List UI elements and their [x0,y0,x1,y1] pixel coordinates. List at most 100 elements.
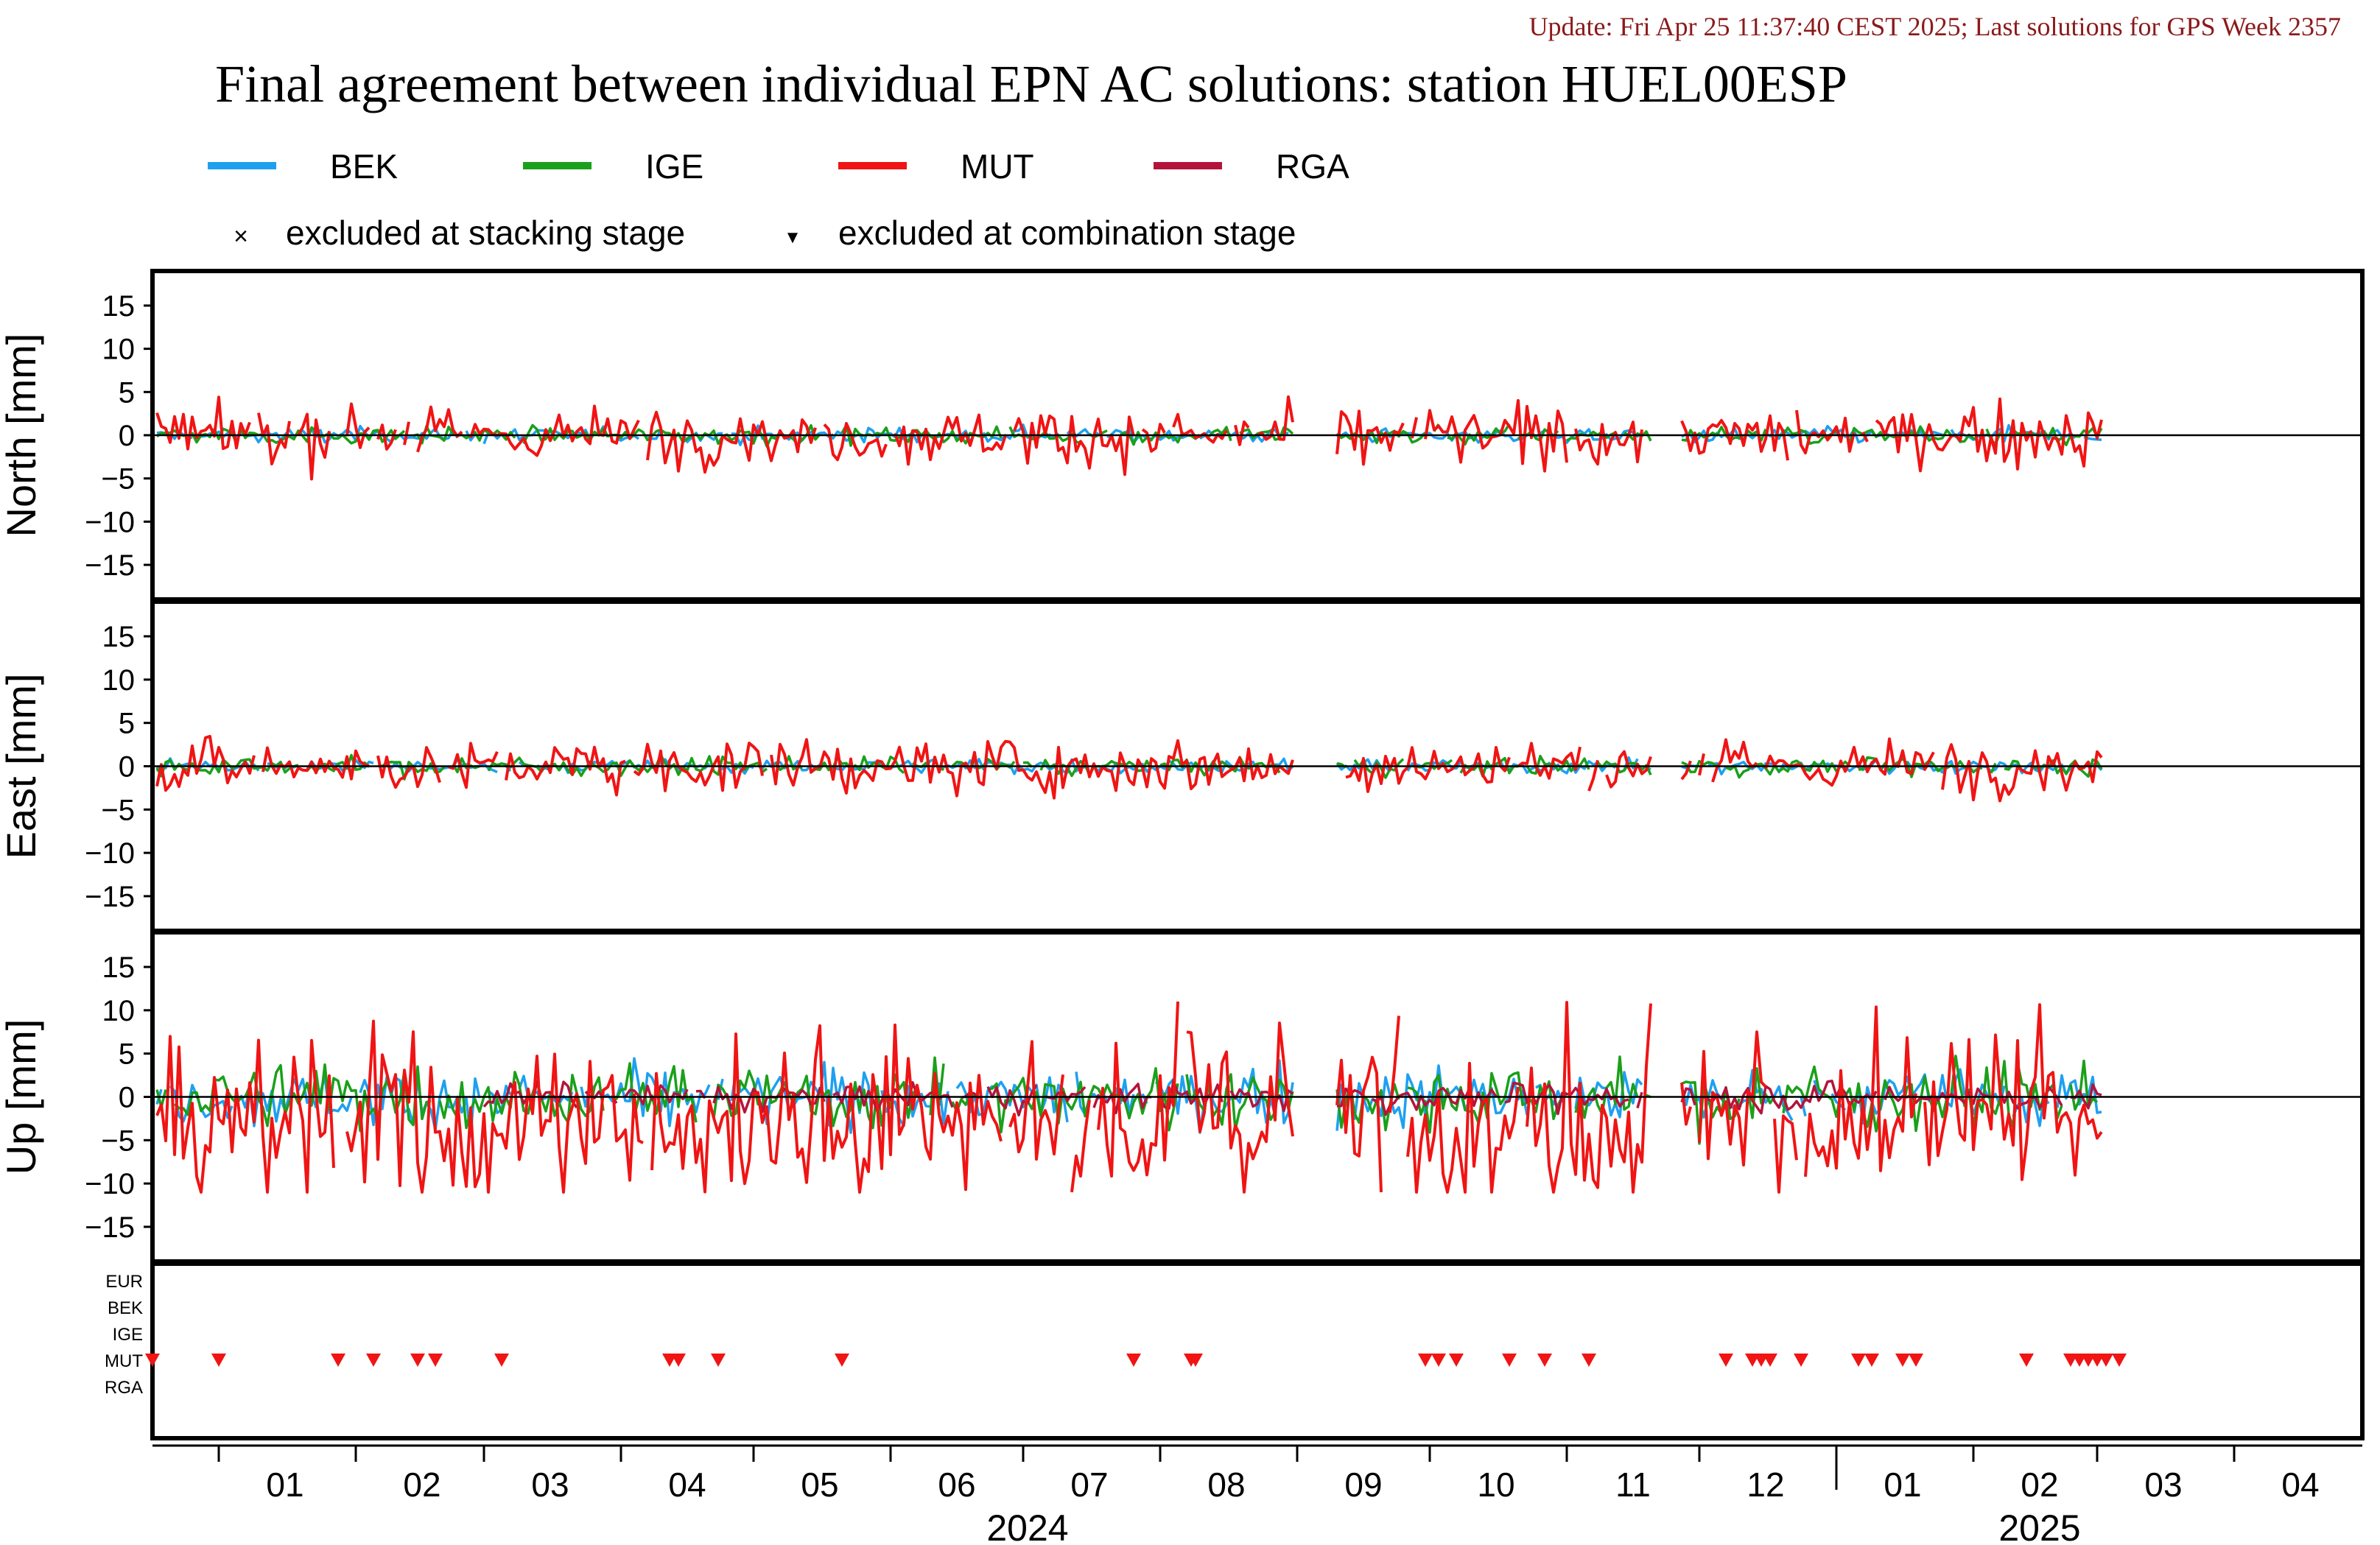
ytick-label-east: 10 [102,664,136,697]
excluded-marker [1449,1354,1464,1367]
excluded-marker [1864,1354,1879,1367]
ytick-label-up: −10 [85,1168,135,1200]
ytick-label-east: −5 [101,794,135,826]
excluded-marker [1431,1354,1446,1367]
ac-label-rga: RGA [105,1378,143,1398]
ac-label-mut: MUT [105,1351,143,1371]
month-label: 05 [801,1465,838,1504]
month-label: 07 [1070,1465,1108,1504]
x-axis: 01 02 03 04 05 06 07 08 09 10 11 12 01 02 03 04 2024 2025 [152,1444,2362,1545]
ylabel-north: North [mm] [0,334,44,538]
ytick-label-north: −5 [101,463,135,496]
panel-exclusions: EUR BEK IGE MUT RGA [105,1261,2365,1440]
plot-panels: −15 −10 −5 0 5 10 15 North [mm] −15 −10 −5 0 5 10 15 Ea… [0,269,2365,1440]
ytick-label-north: 5 [119,376,135,409]
excluded-marker [428,1354,443,1367]
legend-label-rga: RGA [1276,147,1349,186]
month-label: 09 [1344,1465,1382,1504]
legend-label-ige: IGE [645,147,703,186]
month-label: 02 [2021,1465,2058,1504]
ytick-label-up: 0 [119,1082,135,1114]
ytick-label-north: 10 [102,334,136,366]
excluded-marker [331,1354,345,1367]
ytick-label-north: 15 [102,290,136,323]
excluded-marker [211,1354,226,1367]
update-text: Update: Fri Apr 25 11:37:40 CEST 2025; L… [1529,12,2341,41]
combination-marker-icon: ▼ [784,228,801,247]
excluded-marker [1851,1354,1866,1367]
month-label: 12 [1747,1465,1784,1504]
excluded-marker [145,1354,160,1367]
excluded-marker [835,1354,849,1367]
excluded-marker [2099,1354,2113,1367]
year-label: 2024 [986,1507,1068,1545]
excluded-marker [2019,1354,2034,1367]
frame-exclusions [150,1261,2365,1440]
legend-label-mut: MUT [961,147,1034,186]
ytick-label-up: −5 [101,1125,135,1157]
excluded-marker [1763,1354,1777,1367]
excluded-marker [1537,1354,1552,1367]
ytick-label-east: −10 [85,837,135,870]
excluded-marker [2112,1354,2127,1367]
series-east [155,734,2103,803]
excluded-marker [1909,1354,1923,1367]
stacking-marker-icon: × [234,222,248,250]
month-label: 11 [1615,1465,1651,1504]
month-label: 04 [668,1465,706,1504]
excluded-marker [410,1354,425,1367]
year-label: 2025 [1998,1507,2080,1545]
month-label: 02 [403,1465,440,1504]
excluded-marker [1418,1354,1433,1367]
month-label: 06 [938,1465,975,1504]
legend-item-bek: BEK [208,147,398,186]
ylabel-up: Up [mm] [0,1019,44,1175]
month-label: 03 [2144,1465,2182,1504]
excluded-marker [671,1354,686,1367]
excluded-marker [1126,1354,1141,1367]
legend: BEK IGE MUT RGA × excluded at stacking s… [208,147,1349,252]
ac-label-bek: BEK [108,1298,143,1318]
ac-label-ige: IGE [113,1325,143,1345]
excluded-marker [1502,1354,1517,1367]
month-label: 01 [266,1465,303,1504]
excluded-marker [1188,1354,1203,1367]
ac-label-eur: EUR [105,1272,143,1292]
excluded-marker [711,1354,726,1367]
month-label: 04 [2281,1465,2319,1504]
month-label: 01 [1884,1465,1921,1504]
series-north [155,395,2103,481]
legend-item-rga: RGA [1154,147,1349,186]
ytick-label-up: 10 [102,995,136,1027]
ytick-label-east: −15 [85,881,135,913]
excluded-marker [1719,1354,1733,1367]
legend-label-bek: BEK [330,147,398,186]
ytick-label-east: 0 [119,751,135,784]
ytick-label-east: 15 [102,621,136,653]
combination-marker-label: excluded at combination stage [838,214,1296,252]
ytick-label-up: 5 [119,1038,135,1071]
ytick-label-north: −10 [85,506,135,538]
series-line-mut-east [155,734,2103,803]
panel-north: −15 −10 −5 0 5 10 15 North [mm] [0,269,2365,602]
excluded-marker [1895,1354,1910,1367]
ytick-label-up: −15 [85,1211,135,1244]
ytick-label-up: 15 [102,951,136,984]
stacking-marker-label: excluded at stacking stage [286,214,685,252]
ytick-label-north: 0 [119,420,135,452]
excluded-marker [366,1354,381,1367]
excluded-marker [1794,1354,1808,1367]
legend-item-mut: MUT [838,147,1034,186]
month-label: 08 [1207,1465,1245,1504]
panel-east: −15 −10 −5 0 5 10 15 East [mm] [0,599,2365,933]
ytick-label-east: 5 [119,708,135,740]
panel-up: −15 −10 −5 0 5 10 15 Up [mm] [0,930,2365,1264]
chart-title: Final agreement between individual EPN A… [215,54,1847,113]
legend-item-ige: IGE [523,147,703,186]
ytick-label-north: −15 [85,549,135,582]
excluded-marker [494,1354,509,1367]
month-label: 10 [1477,1465,1514,1504]
month-label: 03 [531,1465,569,1504]
series-up [155,1001,2103,1194]
